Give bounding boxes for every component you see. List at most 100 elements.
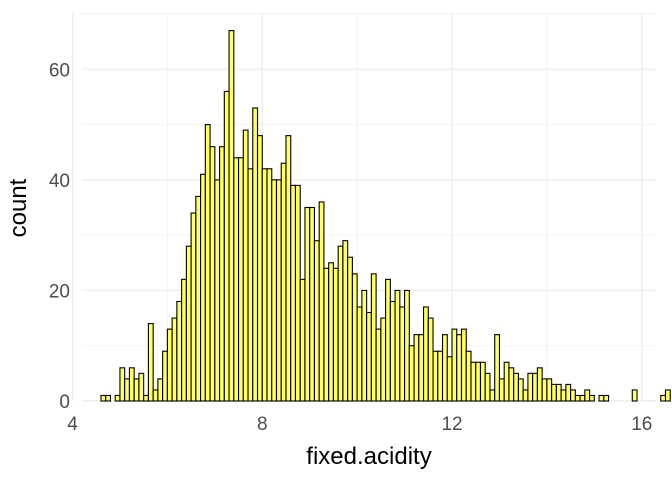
histogram-bar: [332, 267, 339, 402]
y-tick-label: 0: [59, 392, 70, 413]
histogram-bar: [437, 350, 444, 402]
histogram-bar: [185, 245, 192, 402]
histogram-bar: [171, 317, 178, 402]
histogram-bar: [470, 361, 477, 402]
histogram-bar: [209, 146, 216, 402]
histogram-bar: [465, 350, 472, 402]
histogram-bar: [166, 328, 173, 402]
x-tick-label: 12: [441, 414, 462, 435]
x-tick-label: 4: [67, 414, 78, 435]
histogram-bar: [380, 317, 387, 402]
histogram-bar: [508, 367, 515, 402]
histogram-bar: [361, 289, 368, 402]
histogram-bar: [423, 306, 429, 402]
histogram-bar: [489, 389, 496, 402]
histogram-bar: [536, 367, 543, 402]
histogram-bar: [294, 184, 301, 402]
histogram-bar: [128, 367, 135, 402]
y-tick-label: 40: [49, 171, 70, 192]
x-tick-label: 16: [631, 414, 652, 435]
histogram-bar: [366, 311, 372, 402]
histogram-bar: [285, 135, 292, 402]
histogram-bar: [152, 389, 159, 402]
histogram-bar: [337, 245, 344, 402]
histogram-bar: [214, 179, 221, 402]
histogram-bar: [318, 201, 325, 402]
histogram-bar: [271, 179, 278, 402]
histogram-bar: [323, 267, 330, 402]
histogram-bar: [503, 361, 510, 402]
histogram-bar: [100, 394, 107, 402]
histogram-bar: [579, 394, 586, 402]
histogram-bar: [347, 256, 353, 402]
histogram-bar: [242, 129, 249, 402]
histogram-bar: [219, 146, 225, 402]
histogram-bar: [190, 212, 197, 402]
histogram-bar: [589, 394, 595, 402]
histogram-bar: [228, 30, 235, 402]
histogram-bar: [460, 328, 467, 402]
histogram-bar: [570, 389, 576, 402]
histogram-bar: [574, 394, 581, 402]
histogram-bar: [119, 367, 126, 402]
histogram-bar: [418, 334, 425, 402]
histogram-bar: [252, 107, 259, 402]
histogram-bar: [494, 334, 501, 402]
histogram-bar: [598, 394, 605, 402]
histogram-bar: [513, 372, 519, 402]
histogram-bar: [223, 90, 230, 402]
histogram-bar: [143, 394, 149, 402]
histogram-bar: [446, 356, 453, 402]
histogram-bar: [413, 334, 420, 402]
histogram-bar: [408, 345, 415, 402]
histogram-bar: [475, 361, 482, 402]
histogram-bar: [147, 323, 154, 402]
histogram-bar: [162, 350, 168, 402]
histogram-bar: [309, 206, 315, 402]
histogram-bar: [138, 372, 145, 402]
histogram-bar: [351, 273, 358, 402]
histogram-bar: [176, 300, 183, 402]
histogram-bar: [261, 168, 268, 402]
histogram-bar: [660, 394, 667, 402]
histogram-bar: [631, 389, 638, 402]
histogram-bar: [375, 328, 382, 402]
histogram-bar: [498, 378, 505, 402]
histogram-bar: [399, 306, 406, 402]
histogram-bar: [427, 317, 434, 402]
y-tick-label: 20: [49, 281, 70, 302]
histogram-bar: [304, 206, 311, 402]
histogram-bar: [389, 300, 396, 402]
histogram-bar: [290, 184, 297, 402]
histogram-bars: [100, 30, 671, 402]
histogram-bar: [370, 273, 377, 402]
x-axis-title: fixed.acidity: [306, 443, 431, 470]
histogram-bar: [404, 289, 410, 402]
histogram-bar: [328, 262, 334, 402]
histogram-bar: [275, 179, 282, 402]
histogram-bar: [551, 383, 557, 402]
histogram-bar: [237, 157, 244, 402]
histogram-bar: [484, 372, 491, 402]
histogram-bar: [541, 378, 548, 402]
histogram-bar: [256, 135, 263, 402]
histogram-bar: [195, 195, 202, 402]
histogram-bar: [299, 278, 306, 402]
histogram-bar: [584, 389, 591, 402]
histogram-bar: [233, 157, 240, 402]
histogram-bar: [603, 394, 610, 402]
histogram-bar: [456, 334, 463, 402]
histogram-bar: [432, 350, 439, 402]
histogram-bar: [280, 162, 287, 402]
histogram-bar: [114, 394, 121, 402]
histogram-bar: [560, 389, 567, 402]
x-tick-label: 8: [257, 414, 268, 435]
histogram-bar: [517, 378, 524, 402]
histogram-bar: [200, 173, 206, 402]
histogram-bar: [451, 328, 458, 402]
histogram-bar: [204, 124, 211, 402]
histogram-bar: [527, 372, 534, 402]
y-axis-title: count: [5, 178, 32, 237]
histogram-bar: [157, 378, 164, 402]
histogram-bar: [664, 389, 671, 402]
